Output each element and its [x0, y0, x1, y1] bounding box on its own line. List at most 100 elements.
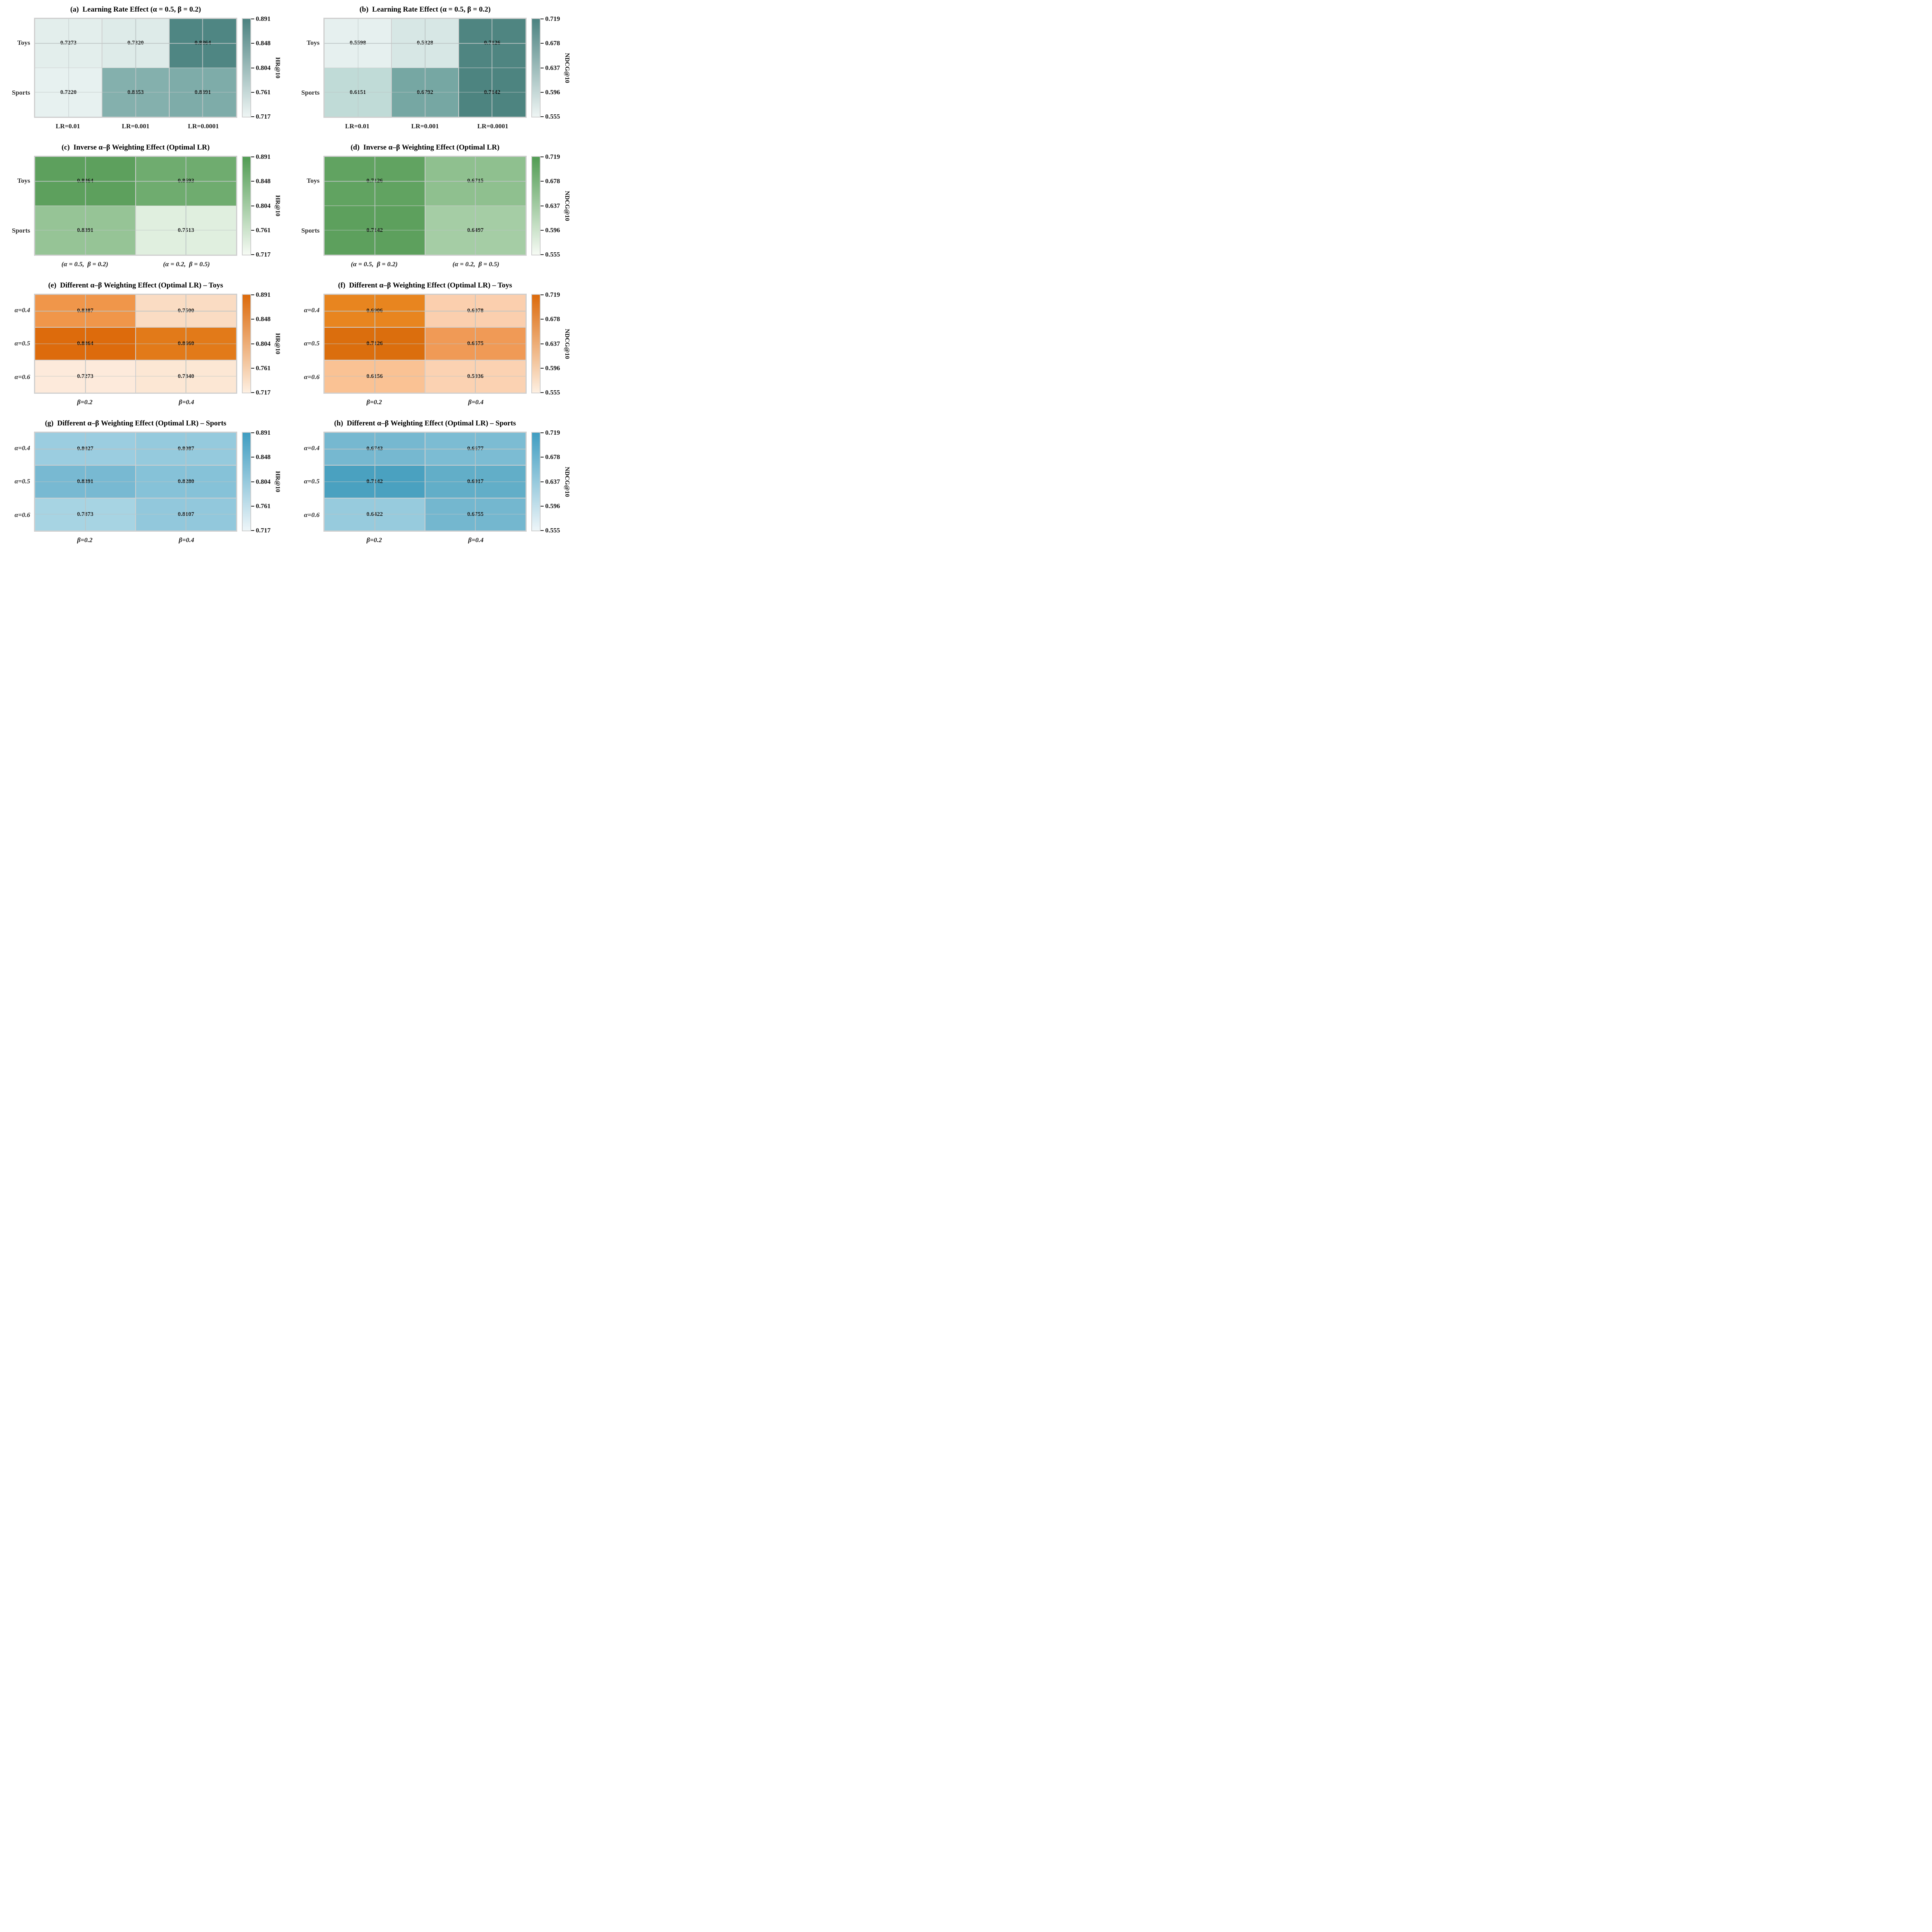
cell-value: 0.6906 — [366, 308, 383, 314]
panel-a: (a) Learning Rate Effect (α = 0.5, β = 0… — [5, 5, 285, 130]
tick-mark — [251, 254, 254, 255]
tick-mark — [251, 230, 254, 231]
heatmap-cell: 0.7500 — [136, 295, 236, 327]
tick-label: 0.596 — [545, 502, 560, 510]
cell-value: 0.8864 — [194, 40, 211, 46]
tick-label: 0.637 — [545, 340, 560, 347]
x-tick-label: (α = 0.5, β = 0.2) — [350, 260, 398, 268]
cell-value: 0.6575 — [467, 340, 484, 347]
cell-value: 0.7126 — [366, 178, 383, 184]
heatmap-grid: 0.8864 0.8693 0.8391 0.7513 — [35, 157, 236, 255]
tick-label: 0.717 — [256, 389, 271, 396]
cell-value: 0.6422 — [366, 511, 383, 517]
panel-title: (h) Different α–β Weighting Effect (Opti… — [334, 419, 516, 427]
tick-mark — [541, 481, 544, 482]
y-axis-labels: α=0.4 α=0.5 α=0.6 — [5, 432, 34, 532]
x-tick-label: LR=0.001 — [411, 122, 439, 130]
panel-title: (f) Different α–β Weighting Effect (Opti… — [338, 281, 512, 289]
cell-value: 0.8693 — [178, 178, 194, 184]
colorbar-tick: 0.678 — [541, 453, 560, 461]
colorbar-axis-label: NDCG@10 — [564, 190, 570, 221]
colorbar — [242, 294, 251, 393]
cell-value: 0.7142 — [366, 227, 383, 233]
heatmap-cell: 0.8864 — [35, 157, 136, 206]
heatmap-cell: 0.8693 — [136, 157, 236, 206]
colorbar-group: 0.891 0.848 0.804 0.761 0.717 HR@10 — [242, 429, 281, 534]
heatmap-cell: 0.7142 — [459, 68, 526, 117]
cell-value: 0.7220 — [60, 89, 77, 95]
cell-value: 0.7126 — [366, 340, 383, 347]
tick-label: 0.891 — [256, 291, 271, 298]
heatmap-cell: 0.6156 — [325, 360, 425, 393]
tick-label: 0.761 — [256, 226, 271, 234]
tick-mark — [541, 254, 544, 255]
heatmap: 0.6906 0.6078 0.7126 0.6575 0.6156 0.5936 — [323, 294, 527, 394]
heatmap-cell: 0.8660 — [136, 327, 236, 360]
tick-mark — [251, 92, 254, 93]
heatmap-cell: 0.8864 — [169, 19, 236, 68]
panel-body: Toys Sports 0.8864 0.8693 0.8391 0.7513 0.891 0… — [5, 153, 285, 258]
heatmap: 0.8027 0.8087 0.8391 0.8280 0.7873 0.8107 — [34, 432, 237, 532]
tick-mark — [251, 367, 254, 369]
tick-label: 0.637 — [545, 202, 560, 209]
colorbar-tick: 0.555 — [541, 251, 560, 259]
heatmap-cell: 0.8391 — [169, 68, 236, 117]
y-tick-label: Toys — [17, 177, 30, 184]
heatmap-cell: 0.6151 — [325, 68, 391, 117]
cell-value: 0.7500 — [178, 308, 194, 314]
heatmap-grid: 0.6906 0.6078 0.7126 0.6575 0.6156 0.5936 — [325, 295, 526, 393]
cell-value: 0.6078 — [467, 308, 484, 314]
colorbar-tick: 0.719 — [541, 153, 560, 161]
panel-g: (g) Different α–β Weighting Effect (Opti… — [5, 419, 285, 544]
x-axis-labels: (α = 0.5, β = 0.2) (α = 0.2, β = 0.5) — [34, 260, 237, 268]
colorbar-tick: 0.596 — [541, 88, 560, 96]
x-tick-label: LR=0.001 — [122, 122, 150, 130]
cell-value: 0.8280 — [178, 478, 194, 485]
heatmap-cell: 0.8353 — [102, 68, 169, 117]
tick-mark — [541, 43, 544, 44]
heatmap-cell: 0.6906 — [325, 295, 425, 327]
colorbar-tick: 0.848 — [251, 177, 270, 185]
heatmap-cell: 0.6743 — [325, 433, 425, 465]
panel-body: α=0.4 α=0.5 α=0.6 0.8027 0.8087 0.8391 0.8280 0… — [5, 429, 285, 534]
colorbar-ticks: 0.719 0.678 0.637 0.596 0.555 — [541, 153, 563, 258]
panel-title: (a) Learning Rate Effect (α = 0.5, β = 0… — [70, 5, 201, 14]
colorbar-ticks: 0.891 0.848 0.804 0.761 0.717 — [251, 429, 274, 534]
colorbar-group: 0.719 0.678 0.637 0.596 0.555 NDCG@10 — [531, 153, 571, 258]
tick-mark — [541, 230, 544, 231]
cell-value: 0.6917 — [467, 478, 484, 485]
colorbar-tick: 0.717 — [251, 527, 270, 534]
tick-mark — [251, 294, 254, 295]
tick-label: 0.719 — [545, 291, 560, 298]
y-tick-label: Toys — [17, 39, 30, 46]
y-tick-label: α=0.5 — [14, 340, 30, 347]
colorbar-tick: 0.678 — [541, 315, 560, 323]
x-tick-label: β=0.4 — [468, 536, 484, 544]
y-tick-label: Sports — [301, 227, 320, 235]
y-tick-label: α=0.6 — [304, 511, 320, 519]
colorbar-axis-label: HR@10 — [274, 195, 281, 216]
heatmap-cell: 0.6497 — [425, 206, 526, 255]
colorbar-axis-label: NDCG@10 — [564, 53, 570, 83]
x-axis-labels: β=0.2 β=0.4 — [323, 536, 527, 544]
heatmap-cell: 0.5598 — [325, 19, 391, 68]
heatmap-cell: 0.7220 — [35, 68, 102, 117]
tick-mark — [251, 392, 254, 393]
colorbar-ticks: 0.891 0.848 0.804 0.761 0.717 — [251, 15, 274, 120]
x-axis-labels: LR=0.01 LR=0.001 LR=0.0001 — [34, 122, 237, 130]
x-tick-label: β=0.4 — [468, 398, 484, 406]
tick-mark — [541, 319, 544, 320]
x-tick-label: β=0.2 — [77, 536, 93, 544]
colorbar — [531, 156, 541, 255]
colorbar-ticks: 0.719 0.678 0.637 0.596 0.555 — [541, 429, 563, 534]
tick-mark — [541, 505, 544, 507]
tick-mark — [541, 92, 544, 93]
heatmap: 0.5598 0.5828 0.7126 0.6151 0.6792 0.7142 — [323, 18, 527, 118]
x-axis-labels: β=0.2 β=0.4 — [323, 398, 527, 406]
tick-label: 0.717 — [256, 251, 271, 258]
colorbar — [242, 156, 251, 255]
colorbar — [531, 432, 541, 531]
tick-label: 0.719 — [545, 429, 560, 436]
heatmap-cell: 0.7126 — [459, 19, 526, 68]
colorbar-tick: 0.678 — [541, 39, 560, 47]
